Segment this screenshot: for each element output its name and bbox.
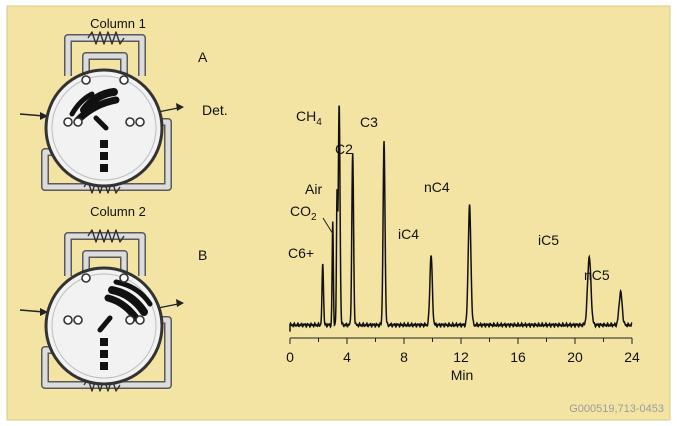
valve-a: Column 1 A Det. [19, 16, 228, 194]
x-axis-ticks [289, 338, 633, 344]
peak-label-nc4: nC4 [424, 179, 450, 195]
peak-label-nc5: nC5 [584, 267, 610, 283]
column-2-label: Column 2 [90, 204, 146, 219]
x-tick-label: 20 [567, 349, 583, 365]
valve-channels-a [69, 88, 120, 131]
valve-b-label: B [198, 247, 207, 263]
x-tick-label: 8 [400, 349, 408, 365]
figure-reference: G000519,713-0453 [569, 403, 664, 415]
peak-label-ic5: iC5 [538, 232, 559, 248]
outlet-arrow-b [157, 299, 184, 309]
peak-label-c2: C2 [335, 141, 353, 157]
inlet-arrow-a [19, 112, 48, 120]
valve-channels-b [97, 279, 153, 333]
valve-rim-a [51, 75, 157, 181]
column-1-coil [87, 31, 125, 45]
column-1-label: Column 1 [90, 16, 146, 31]
peak-label-ic4: iC4 [398, 226, 419, 242]
valve-rim-b [51, 273, 157, 379]
rotor-markers-a [100, 140, 108, 172]
valve-ports-b [63, 273, 145, 325]
x-tick-label: 0 [286, 349, 294, 365]
column-2-loop [64, 229, 146, 276]
x-tick-label: 24 [624, 349, 640, 365]
x-tick-label: 12 [453, 349, 469, 365]
column-2-coil [87, 229, 125, 243]
x-axis-tick-labels: 0 4 8 12 16 20 24 [286, 349, 640, 365]
peak-label-c6plus: C6+ [288, 245, 314, 261]
peak-label-ch4: CH4 [296, 108, 322, 128]
chromatogram-trace [289, 105, 633, 332]
peak-label-c3: C3 [360, 114, 378, 130]
column-1-loop [64, 31, 146, 76]
outlet-arrow-a [157, 103, 184, 113]
co2-leader-line [322, 217, 334, 235]
detector-label: Det. [202, 102, 228, 118]
x-axis-label: Min [451, 367, 474, 383]
x-tick-label: 4 [343, 349, 351, 365]
peak-label-co2: CO2 [290, 203, 317, 223]
x-tick-label: 16 [510, 349, 526, 365]
valve-ports-a [63, 75, 145, 127]
peak-label-air: Air [305, 181, 322, 197]
rotor-markers-b [100, 338, 108, 370]
valve-b: Column 2 B [19, 204, 207, 392]
valve-a-label: A [198, 49, 208, 65]
inlet-arrow-b [19, 308, 48, 316]
chromatogram: 0 4 8 12 16 20 24 Min C6+ CO2 Air CH4 C2 C3 iC… [286, 105, 640, 383]
